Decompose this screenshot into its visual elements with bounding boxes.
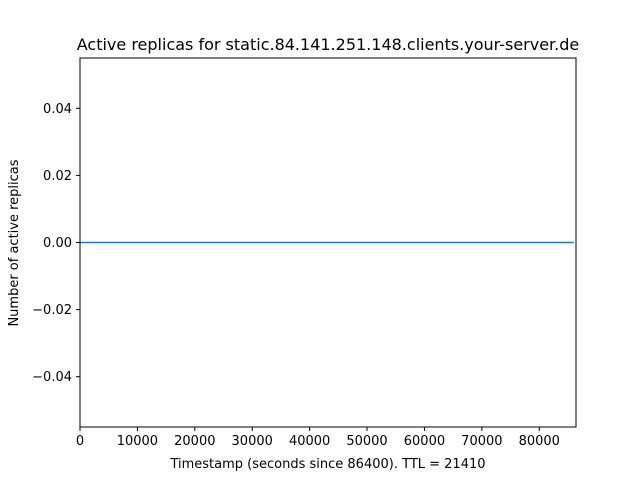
x-tick-label: 0 bbox=[76, 434, 84, 449]
y-tick-label: 0.02 bbox=[43, 169, 72, 184]
x-tick-label: 40000 bbox=[289, 434, 330, 449]
y-tick-label: 0.00 bbox=[43, 236, 72, 251]
x-tick-label: 30000 bbox=[232, 434, 273, 449]
plot-area: 0 10000 20000 30000 40000 50000 60000 70000 8000… bbox=[32, 57, 577, 449]
x-tick-label: 10000 bbox=[117, 434, 158, 449]
y-tick-label: −0.02 bbox=[32, 303, 72, 318]
x-tick-label: 20000 bbox=[174, 434, 215, 449]
y-tick-label: −0.04 bbox=[32, 370, 72, 385]
y-axis-label: Number of active replicas bbox=[7, 159, 22, 326]
x-tick-label: 80000 bbox=[519, 434, 560, 449]
x-tick-label: 60000 bbox=[404, 434, 445, 449]
chart-title: Active replicas for static.84.141.251.14… bbox=[77, 35, 580, 54]
x-tick-label: 70000 bbox=[461, 434, 502, 449]
y-tick-label: 0.04 bbox=[43, 102, 72, 117]
x-axis-label: Timestamp (seconds since 86400). TTL = 2… bbox=[169, 457, 485, 472]
x-tick-label: 50000 bbox=[346, 434, 387, 449]
